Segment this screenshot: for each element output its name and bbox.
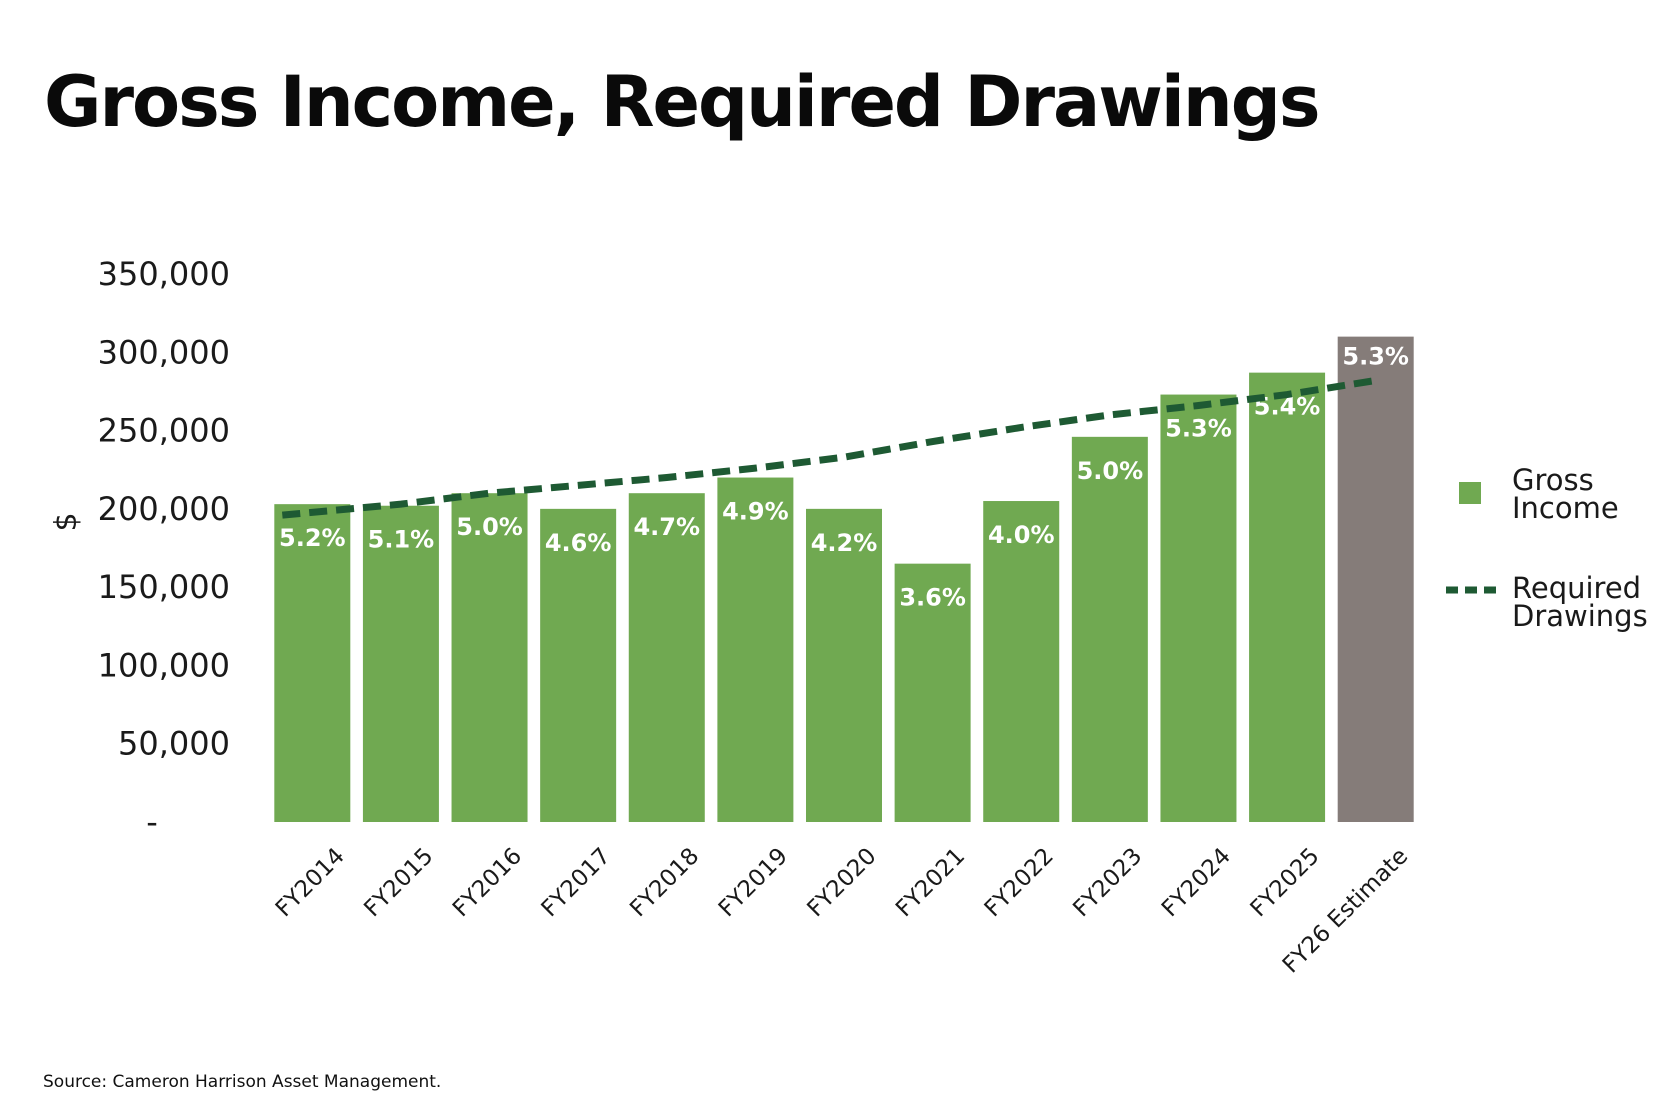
y-tick-label: 50,000 — [118, 725, 230, 763]
x-tick-label: FY2021 — [891, 843, 970, 922]
legend-label-gross-income: Gross — [1512, 463, 1594, 497]
x-tick-label: FY2023 — [1068, 843, 1147, 922]
bar-label: 4.7% — [633, 513, 700, 541]
bar-label: 5.3% — [1342, 343, 1409, 371]
y-axis-label: $ — [49, 512, 84, 531]
chart-title: Gross Income, Required Drawings — [44, 61, 1321, 143]
bar — [894, 563, 971, 822]
x-tick-label: FY2022 — [980, 843, 1059, 922]
x-tick-label: FY2025 — [1246, 843, 1325, 922]
required-drawings-line — [281, 377, 1377, 519]
x-tick-label: FY2015 — [359, 843, 438, 922]
bar-label: 5.2% — [279, 524, 346, 552]
x-tick-label: FY2024 — [1157, 843, 1236, 922]
bar-label: 4.6% — [545, 529, 612, 557]
legend-label-required-drawings: Required — [1512, 571, 1641, 605]
bar-label: 4.0% — [988, 521, 1055, 549]
bar-estimate — [1337, 336, 1414, 822]
x-tick-label: FY2019 — [714, 843, 793, 922]
bar-label: 3.6% — [899, 584, 966, 612]
required-drawings-layer — [281, 377, 1377, 519]
y-tick-label: 200,000 — [98, 490, 230, 528]
y-axis: - 50,000 100,000 150,000 200,000 250,000 300,0… — [49, 255, 230, 841]
legend-label-required-drawings: Drawings — [1512, 599, 1648, 633]
bar — [1249, 372, 1326, 822]
bar — [362, 505, 439, 822]
source-note: Source: Cameron Harrison Asset Managemen… — [43, 1072, 442, 1092]
y-tick-label: 100,000 — [98, 646, 230, 684]
y-tick-label: - — [146, 803, 158, 841]
bar-label: 5.0% — [456, 513, 523, 541]
bar-label: 5.1% — [368, 526, 435, 554]
x-tick-label: FY2018 — [625, 843, 704, 922]
x-tick-label: FY2017 — [537, 843, 616, 922]
bar-label: 5.3% — [1165, 415, 1232, 443]
legend-label-gross-income: Income — [1512, 491, 1619, 525]
bar — [717, 477, 794, 822]
bar — [628, 493, 705, 822]
bar — [540, 508, 617, 822]
bar — [1071, 436, 1148, 822]
bar-label: 5.0% — [1077, 457, 1144, 485]
y-tick-label: 300,000 — [98, 333, 230, 371]
bars — [274, 336, 1414, 822]
bar-label: 4.2% — [811, 529, 878, 557]
bar — [806, 508, 882, 822]
bar-label: 4.9% — [722, 498, 789, 526]
bar — [451, 493, 528, 822]
legend-swatch-gross-income — [1459, 482, 1481, 504]
bar-labels: 5.2% 5.1% 5.0% 4.6% 4.7% 4.9% 4.2% 3.6% 4.0% 5.0%… — [279, 343, 1409, 612]
x-tick-label: FY2014 — [271, 843, 350, 922]
bar — [274, 504, 351, 822]
x-tick-label: FY2020 — [802, 843, 881, 922]
bar — [1160, 394, 1237, 822]
y-tick-label: 350,000 — [98, 255, 230, 293]
bar — [983, 501, 1060, 822]
y-tick-label: 250,000 — [98, 412, 230, 450]
x-tick-label: FY2016 — [448, 843, 527, 922]
x-axis: FY2014 FY2015 FY2016 FY2017 FY2018 FY2019 FY20… — [271, 843, 1413, 978]
y-tick-label: 150,000 — [98, 568, 230, 606]
